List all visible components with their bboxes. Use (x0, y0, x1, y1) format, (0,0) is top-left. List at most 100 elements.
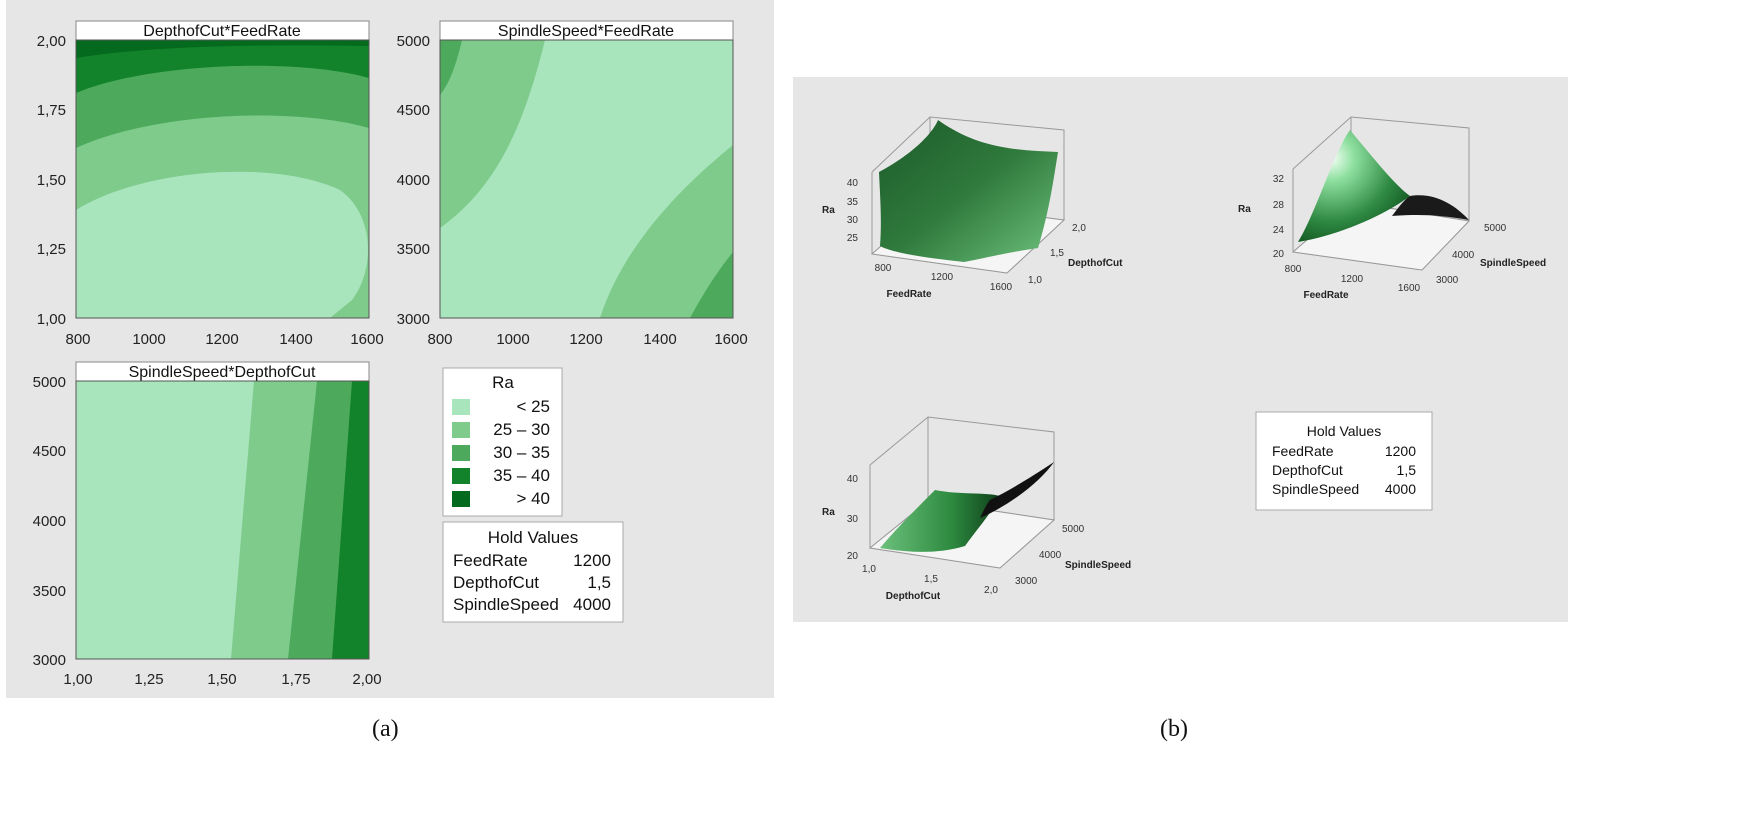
tick-label: 1,00 (63, 671, 92, 688)
tick-label: 5000 (397, 33, 430, 50)
contour-plot-1: DepthofCut*FeedRate 2,00 1,75 1,50 1,25 … (37, 20, 384, 348)
plot3-title: SpindleSpeed*DepthofCut (129, 364, 316, 381)
tick-label: 1200 (205, 331, 238, 348)
tick-label: 3500 (397, 241, 430, 258)
tick-label: 1,50 (207, 671, 236, 688)
hold-value: 1,5 (587, 573, 611, 592)
axis-label-y: DepthofCut (1068, 258, 1123, 269)
tick-label: 5000 (33, 374, 66, 391)
tick-label: 1000 (132, 331, 165, 348)
caption-b: (b) (1160, 716, 1188, 742)
tick-label: 1600 (350, 331, 383, 348)
tick-label: 1,0 (1028, 275, 1042, 286)
legend-item: > 40 (516, 489, 550, 508)
legend-title: Ra (492, 373, 514, 392)
plot2-yticks: 5000 4500 4000 3500 3000 (397, 33, 430, 328)
tick-label: 20 (847, 551, 859, 562)
tick-label: 1400 (643, 331, 676, 348)
hold-values-b: Hold Values FeedRate 1200 DepthofCut 1,5… (1255, 411, 1433, 511)
tick-label: 1,75 (281, 671, 310, 688)
region-25-30 (600, 145, 733, 318)
tick-label: 5000 (1484, 223, 1507, 234)
hold-name: FeedRate (1272, 443, 1334, 459)
tick-label: 1,75 (37, 102, 66, 119)
region-lt25 (76, 171, 368, 318)
hold-name: SpindleSpeed (1272, 481, 1359, 497)
tick-label: 4500 (33, 443, 66, 460)
tick-label: 1200 (569, 331, 602, 348)
legend-item: 30 – 35 (493, 443, 550, 462)
tick-label: 40 (847, 178, 859, 189)
region-25-30 (440, 40, 545, 228)
axis-label-z: Ra (822, 507, 835, 518)
surface3-mesh (880, 490, 1000, 552)
surface2-mesh-dark (1392, 195, 1469, 220)
axis-label-x: FeedRate (1303, 290, 1348, 301)
legend-swatch-25-30 (452, 422, 470, 438)
contour-plot-3: SpindleSpeed*DepthofCut 5000 4500 4000 3… (33, 361, 382, 688)
tick-label: 2,0 (984, 585, 998, 596)
tick-label: 40 (847, 474, 859, 485)
tick-label: 2,00 (352, 671, 381, 688)
tick-label: 35 (847, 197, 859, 208)
hold-title: Hold Values (1307, 423, 1381, 439)
tick-label: 28 (1273, 200, 1285, 211)
surface3-mesh-dark (980, 462, 1054, 518)
tick-label: 3000 (397, 311, 430, 328)
region-30-35 (440, 40, 462, 95)
tick-label: 800 (427, 331, 452, 348)
plot1-title: DepthofCut*FeedRate (143, 23, 301, 40)
tick-label: 4000 (1452, 250, 1475, 261)
surface1-mesh (879, 120, 1058, 262)
hold-name: DepthofCut (453, 573, 539, 592)
hold-value: 1,5 (1397, 462, 1417, 478)
region-35-40 (332, 381, 369, 659)
legend-swatch-lt25 (452, 399, 470, 415)
surface2-mesh (1298, 130, 1410, 242)
tick-label: 30 (847, 215, 859, 226)
hold-value: 1200 (1385, 443, 1416, 459)
legend-ra: Ra < 25 25 – 30 30 – 35 35 – 40 > 40 (442, 367, 563, 517)
contour-plot-2: SpindleSpeed*FeedRate 5000 4500 4000 350… (397, 20, 748, 348)
tick-label: 1200 (1341, 274, 1364, 285)
axis-label-y: SpindleSpeed (1480, 258, 1546, 269)
hold-name: DepthofCut (1272, 462, 1343, 478)
tick-label: 1400 (279, 331, 312, 348)
legend-swatch-35-40 (452, 468, 470, 484)
tick-label: 4000 (1039, 550, 1062, 561)
hold-name: FeedRate (453, 551, 528, 570)
axis-label-z: Ra (822, 205, 835, 216)
tick-label: 1600 (1398, 283, 1421, 294)
tick-label: 800 (875, 263, 892, 274)
tick-label: 5000 (1062, 524, 1085, 535)
tick-label: 800 (1285, 264, 1302, 275)
plot2-title: SpindleSpeed*FeedRate (498, 23, 674, 40)
axis-label-x: DepthofCut (886, 591, 941, 602)
legend-item: < 25 (516, 397, 550, 416)
tick-label: 1,50 (37, 172, 66, 189)
plot2-xticks: 800 1000 1200 1400 1600 (427, 331, 747, 348)
hold-value: 4000 (1385, 481, 1416, 497)
legend-swatch-30-35 (452, 445, 470, 461)
axis-label-x: FeedRate (886, 289, 931, 300)
tick-label: 32 (1273, 174, 1285, 185)
surface-plot-2: Ra 32 28 24 20 800 1200 1600 FeedRate 30… (1238, 116, 1546, 301)
plot1-yticks: 2,00 1,75 1,50 1,25 1,00 (37, 33, 66, 328)
tick-label: 24 (1273, 225, 1285, 236)
tick-label: 30 (847, 514, 859, 525)
plot3-xticks: 1,00 1,25 1,50 1,75 2,00 (63, 671, 381, 688)
tick-label: 1,0 (862, 564, 876, 575)
tick-label: 1,25 (37, 241, 66, 258)
hold-value: 4000 (573, 595, 611, 614)
hold-title: Hold Values (488, 528, 578, 547)
legend-item: 35 – 40 (493, 466, 550, 485)
tick-label: 4000 (397, 172, 430, 189)
tick-label: 3000 (1015, 576, 1038, 587)
tick-label: 20 (1273, 249, 1285, 260)
tick-label: 1,00 (37, 311, 66, 328)
legend-swatch-gt40 (452, 491, 470, 507)
surface-plot-1: Ra 40 35 30 25 800 1200 1600 FeedRate 1,… (822, 116, 1123, 300)
axis-label-y: SpindleSpeed (1065, 560, 1131, 571)
tick-label: 4000 (33, 513, 66, 530)
